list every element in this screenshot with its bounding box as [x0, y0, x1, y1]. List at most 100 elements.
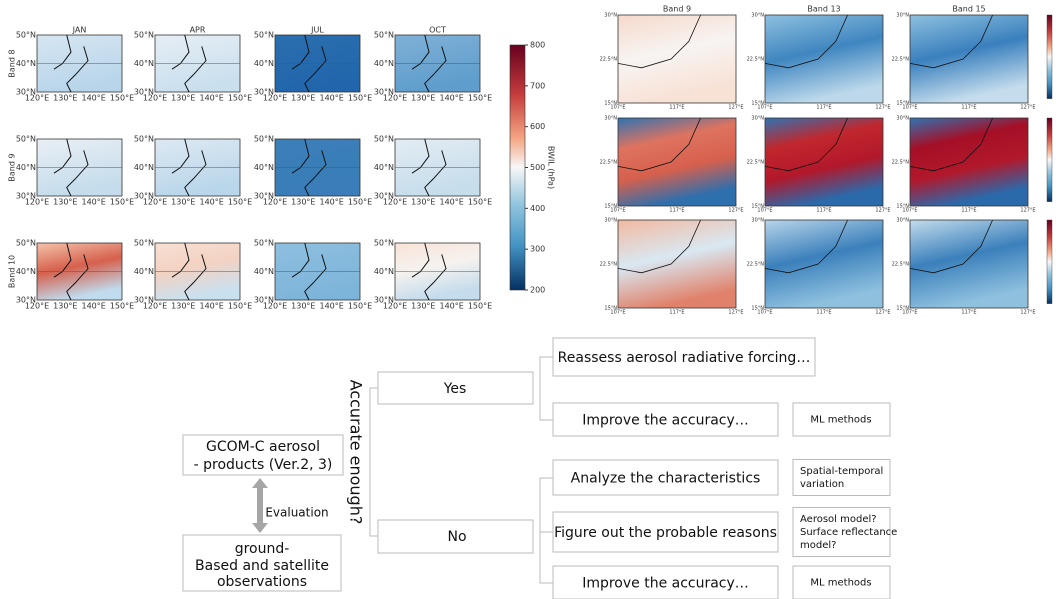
lon-tick-label: 127°E	[875, 105, 890, 111]
lon-tick-label: 127°E	[875, 310, 890, 316]
lat-tick-label: 40°N	[16, 163, 36, 172]
lon-tick-label: 130°E	[291, 94, 315, 103]
lat-tick-label: 30°N	[604, 116, 617, 122]
note-text: Surface reflectance	[800, 527, 897, 538]
map-panel	[617, 219, 737, 309]
lat-tick-label: 30°N	[896, 218, 909, 224]
lat-tick-label: 40°N	[374, 59, 394, 68]
no-box	[377, 519, 534, 554]
lon-tick-label: 150°E	[348, 302, 372, 311]
lat-tick-label: 22.5°N	[747, 160, 765, 166]
coastline	[291, 34, 327, 93]
lon-tick-label: 117°E	[961, 208, 976, 214]
lon-tick-label: 117°E	[669, 105, 684, 111]
coastline	[291, 242, 327, 301]
coastline	[617, 117, 701, 172]
lon-tick-label: 150°E	[110, 94, 134, 103]
lon-tick-label: 120°E	[25, 198, 49, 207]
row-label: Band 8	[8, 49, 17, 77]
lon-tick-label: 130°E	[171, 302, 195, 311]
coastline	[764, 219, 848, 274]
column-title: OCT	[429, 26, 446, 35]
action-text: Analyze the characteristics	[571, 471, 761, 487]
lat-tick-label: 50°N	[16, 31, 36, 40]
colorbar-tick-label: 200	[530, 286, 545, 295]
note-text: ML methods	[810, 415, 871, 426]
action-box	[552, 459, 779, 496]
lon-tick-label: 150°E	[228, 198, 252, 207]
lat-tick-label: 40°N	[16, 267, 36, 276]
lon-tick-label: 127°E	[728, 208, 743, 214]
lat-tick-label: 30°N	[896, 116, 909, 122]
map-panel	[764, 219, 884, 309]
coastline	[291, 138, 327, 197]
note-text: variation	[800, 479, 844, 490]
action-box	[552, 337, 816, 377]
action-text: Improve the accuracy…	[582, 413, 749, 429]
lat-tick-label: 40°N	[254, 163, 274, 172]
lat-tick-label: 30°N	[374, 296, 394, 305]
coastline	[411, 138, 447, 197]
lon-tick-label: 150°E	[228, 94, 252, 103]
lon-tick-label: 130°E	[53, 302, 77, 311]
lat-tick-label: 30°N	[374, 192, 394, 201]
lon-tick-label: 120°E	[383, 198, 407, 207]
lat-tick-label: 15°N	[896, 204, 909, 210]
column-title: Band 13	[807, 5, 840, 14]
lat-tick-label: 15°N	[751, 101, 764, 107]
lon-tick-label: 130°E	[171, 94, 195, 103]
column-title: JUL	[310, 26, 324, 35]
no-label: No	[447, 529, 466, 545]
action-box	[552, 565, 779, 599]
coastline	[171, 138, 207, 197]
action-box	[552, 402, 779, 437]
lat-tick-label: 30°N	[134, 192, 154, 201]
map-panel	[909, 14, 1029, 104]
lat-tick-label: 30°N	[16, 192, 36, 201]
connector	[369, 387, 378, 537]
map-panel	[909, 117, 1029, 207]
colorbar-tick-label: 500	[530, 163, 545, 172]
colorbar	[1046, 219, 1053, 304]
column-title: APR	[190, 26, 206, 35]
note-box	[792, 402, 891, 437]
lat-tick-label: 50°N	[16, 135, 36, 144]
coastline	[617, 219, 701, 274]
lon-tick-label: 117°E	[816, 310, 831, 316]
lon-tick-label: 140°E	[200, 302, 224, 311]
lon-tick-label: 130°E	[411, 302, 435, 311]
lat-tick-label: 30°N	[751, 13, 764, 19]
lat-tick-label: 22.5°N	[600, 160, 618, 166]
lat-tick-label: 40°N	[16, 59, 36, 68]
lon-tick-label: 127°E	[875, 208, 890, 214]
coastline	[411, 242, 447, 301]
action-box	[552, 511, 779, 553]
lon-tick-label: 130°E	[171, 198, 195, 207]
source-box	[182, 434, 344, 476]
colorbar-tick-label: 400	[530, 204, 545, 213]
lat-tick-label: 50°N	[134, 239, 154, 248]
connector	[539, 356, 553, 421]
lon-tick-label: 127°E	[728, 310, 743, 316]
lon-tick-label: 120°E	[263, 302, 287, 311]
source-text: - products (Ver.2, 3)	[194, 457, 333, 473]
lat-tick-label: 30°N	[751, 218, 764, 224]
lon-tick-label: 127°E	[1020, 208, 1035, 214]
lat-tick-label: 40°N	[374, 267, 394, 276]
lat-tick-label: 40°N	[134, 267, 154, 276]
colorbar-tick-label: 300	[530, 245, 545, 254]
colorbar	[509, 44, 526, 291]
lon-tick-label: 107°E	[757, 105, 772, 111]
row-label: Band 9	[8, 153, 17, 181]
colorbar-label: BWIL (hPa)	[547, 146, 556, 189]
coastline	[171, 242, 207, 301]
colorbar-tick-label: 700	[530, 81, 545, 90]
lon-tick-label: 117°E	[961, 105, 976, 111]
colorbar	[1046, 14, 1053, 99]
lon-tick-label: 130°E	[291, 198, 315, 207]
lon-tick-label: 130°E	[411, 198, 435, 207]
lat-tick-label: 30°N	[751, 116, 764, 122]
lat-tick-label: 50°N	[374, 31, 394, 40]
note-text: ML methods	[810, 578, 871, 589]
action-text: Improve the accuracy…	[582, 576, 749, 592]
